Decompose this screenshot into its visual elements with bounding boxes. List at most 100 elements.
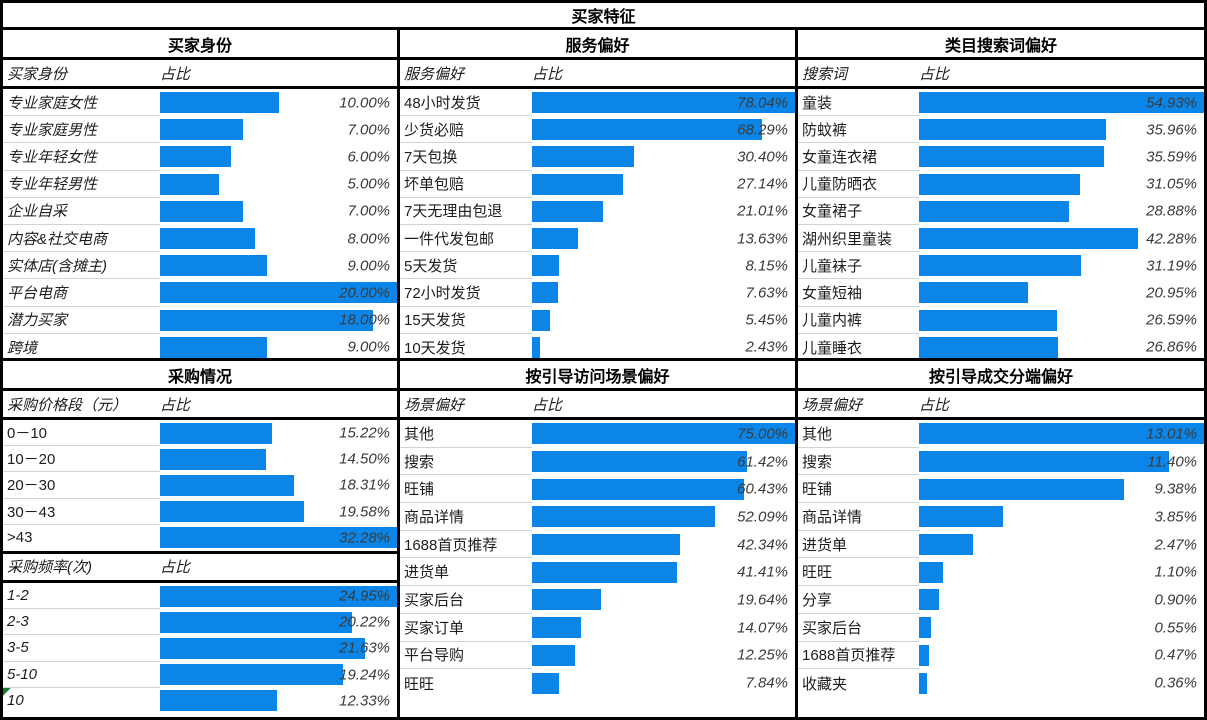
table-row: 儿童睡衣 26.86% <box>798 334 1204 358</box>
bar-cell: 68.29% <box>532 116 795 143</box>
row-label: 分享 <box>798 586 919 614</box>
row-label: 实体店(含摊主) <box>3 252 160 280</box>
percent-value: 78.04% <box>737 94 788 112</box>
table-row: 买家订单 14.07% <box>400 614 795 642</box>
percent-value: 13.01% <box>1146 425 1197 443</box>
column-header-frequency: 采购频率(次) 占比 <box>3 550 397 583</box>
column-header-label: 搜索词 <box>802 65 848 83</box>
row-label: 旺铺 <box>798 475 919 504</box>
row-label: 其他 <box>400 420 532 448</box>
bar-cell: 18.31% <box>160 472 397 498</box>
table-row: 进货单 2.47% <box>798 531 1204 559</box>
error-flag-icon <box>3 687 11 696</box>
data-bar <box>160 309 374 331</box>
column-header-label: 场景偏好 <box>404 396 465 414</box>
percent-value: 5.00% <box>347 175 390 193</box>
bottom-panels: 采购情况 采购价格段（元） 占比 0－10 15.22% 10－20 14.50% 20… <box>3 361 1204 717</box>
bar-cell: 9.00% <box>160 252 397 279</box>
data-bar <box>160 527 397 549</box>
percent-value: 35.59% <box>1146 148 1197 166</box>
data-bar <box>919 119 1106 141</box>
percent-value: 21.63% <box>339 639 390 657</box>
bar-cell: 1.10% <box>919 558 1204 586</box>
bar-cell: 31.05% <box>919 171 1204 198</box>
table-row: 女童短袖 20.95% <box>798 279 1204 307</box>
percent-value: 42.34% <box>737 536 788 554</box>
row-label: 专业年轻女性 <box>3 143 160 171</box>
table-row: 童装 54.93% <box>798 89 1204 117</box>
section-title-service-preference: 服务偏好 <box>400 30 795 60</box>
row-label: 10 <box>3 687 160 714</box>
table-row: 一件代发包邮 13.63% <box>400 225 795 253</box>
row-label: 儿童内裤 <box>798 307 919 334</box>
row-label: 买家后台 <box>400 586 532 614</box>
table-row: 买家后台 0.55% <box>798 614 1204 642</box>
data-bar <box>532 336 541 358</box>
bar-cell: 52.09% <box>532 503 795 531</box>
row-label: 20－30 <box>3 472 160 499</box>
data-bar <box>532 423 795 445</box>
table-row: 儿童袜子 31.19% <box>798 252 1204 280</box>
data-bar <box>532 644 575 666</box>
row-label: 30－43 <box>3 499 160 525</box>
table-row: 其他 75.00% <box>400 420 795 448</box>
data-bar <box>919 92 1204 114</box>
bar-cell: 5.00% <box>160 171 397 198</box>
column-header-value: 占比 <box>160 559 191 577</box>
row-label: 儿童防晒衣 <box>798 171 919 198</box>
row-label: 坏单包赔 <box>400 171 532 198</box>
data-bar <box>160 501 304 523</box>
data-bar <box>160 173 220 195</box>
bar-cell: 0.55% <box>919 614 1204 642</box>
bar-cell: 21.01% <box>532 198 795 225</box>
data-bar <box>532 506 715 528</box>
table-row: 48小时发货 78.04% <box>400 89 795 117</box>
percent-value: 0.55% <box>1154 619 1197 637</box>
bar-cell: 12.33% <box>160 688 397 714</box>
percent-value: 0.36% <box>1154 674 1197 692</box>
data-bar <box>919 282 1028 304</box>
bar-cell: 20.95% <box>919 279 1204 306</box>
row-label: 女童连衣裙 <box>798 143 919 171</box>
column-header-value: 占比 <box>160 65 191 83</box>
table-row: 商品详情 52.09% <box>400 503 795 531</box>
table-row: 5-10 19.24% <box>3 662 397 688</box>
table-row: 其他 13.01% <box>798 420 1204 448</box>
data-bar <box>160 664 343 686</box>
data-bar <box>532 228 578 250</box>
table-row: 搜索 11.40% <box>798 448 1204 476</box>
data-bar <box>919 617 932 639</box>
panel-transaction-terminal: 按引导成交分端偏好 场景偏好 占比 其他 13.01% 搜索 11.40% 旺铺 9.38… <box>798 361 1204 717</box>
percent-value: 11.40% <box>1147 453 1197 471</box>
top-panels: 买家身份 买家身份 占比 专业家庭女性 10.00% 专业家庭男性 7.00% 专业年轻… <box>3 30 1204 361</box>
bar-cell: 18.00% <box>160 307 397 334</box>
section-title-search-terms: 类目搜索词偏好 <box>798 30 1204 60</box>
bar-cell: 31.19% <box>919 252 1204 279</box>
row-label: 0－10 <box>3 420 160 447</box>
data-bar <box>919 309 1057 331</box>
data-bar <box>532 92 795 114</box>
bar-cell: 60.43% <box>532 475 795 503</box>
table-row: 30－43 19.58% <box>3 499 397 525</box>
data-bar <box>919 336 1059 358</box>
bar-cell: 41.41% <box>532 558 795 586</box>
percent-value: 14.07% <box>737 619 788 637</box>
table-row: 旺铺 60.43% <box>400 475 795 504</box>
percent-value: 9.00% <box>347 338 390 356</box>
percent-value: 54.93% <box>1146 94 1197 112</box>
row-label: 潜力买家 <box>3 307 160 334</box>
data-bar <box>532 309 551 331</box>
percent-value: 20.95% <box>1146 284 1197 302</box>
row-label: 3-5 <box>3 635 160 662</box>
table-row: 20－30 18.31% <box>3 472 397 499</box>
bar-cell: 26.86% <box>919 334 1204 358</box>
bar-table-frequency: 1-2 24.95% 2-3 20.22% 3-5 21.63% 5-10 19.24% 10 1… <box>3 583 397 717</box>
bar-cell: 26.59% <box>919 307 1204 334</box>
bar-cell: 2.47% <box>919 531 1204 559</box>
column-header-label: 服务偏好 <box>404 65 465 83</box>
table-row: 湖州织里童装 42.28% <box>798 225 1204 253</box>
percent-value: 7.63% <box>745 284 788 302</box>
table-row: 商品详情 3.85% <box>798 503 1204 531</box>
percent-value: 9.38% <box>1154 480 1197 498</box>
